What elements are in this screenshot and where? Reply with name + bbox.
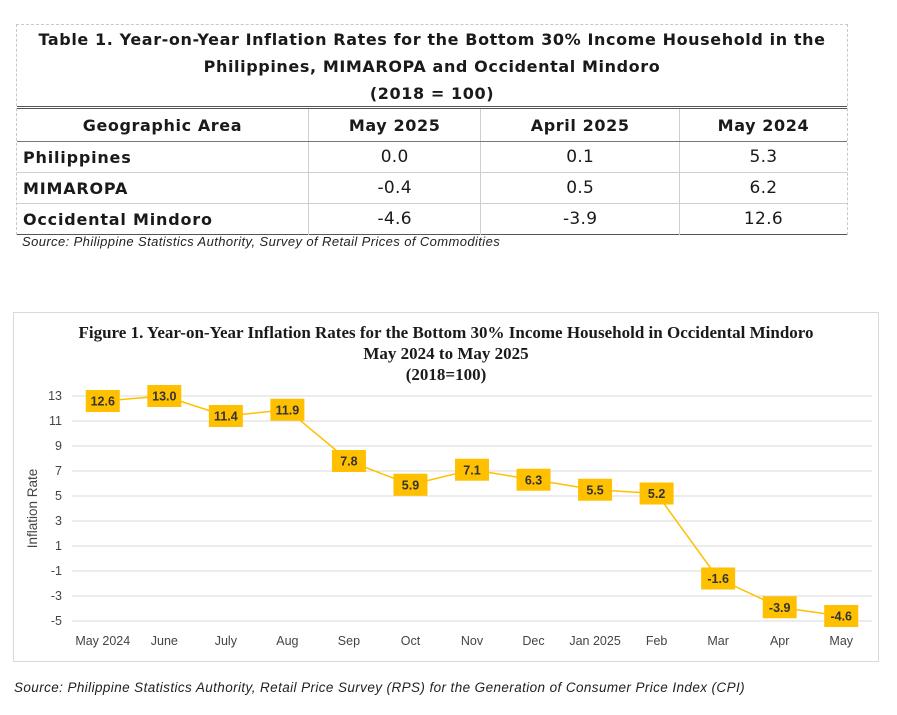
data-label-box (85, 390, 120, 412)
data-label-box (393, 473, 428, 496)
data-label: 7.8 (340, 455, 357, 469)
table-row: Philippines 0.0 0.1 5.3 (17, 141, 847, 173)
x-tick-label: Nov (461, 634, 484, 648)
data-label: 6.3 (525, 473, 542, 487)
cell-may-2025: -4.6 (308, 203, 482, 235)
data-label-box (824, 605, 859, 627)
chart-subtitle-base-year: (2018=100) (405, 365, 487, 384)
data-label-box (578, 478, 613, 501)
data-label-box (147, 385, 182, 407)
cell-may-2024: 6.2 (679, 172, 847, 204)
data-label: 5.5 (586, 483, 603, 497)
cell-may-2025: 0.0 (308, 141, 482, 173)
data-label: 5.9 (402, 478, 419, 492)
cell-april-2025: 0.5 (480, 172, 680, 204)
data-label: -1.6 (707, 572, 729, 586)
cell-may-2025: -0.4 (308, 172, 482, 204)
inflation-table: Geographic Area May 2025 April 2025 May … (17, 106, 847, 235)
cell-may-2024: 12.6 (743, 209, 783, 229)
y-axis-title: Inflation Rate (25, 469, 40, 549)
chart-title: Figure 1. Year-on-Year Inflation Rates f… (78, 323, 814, 342)
header-may-2024: May 2024 (679, 107, 847, 142)
data-label: -4.6 (830, 610, 852, 624)
y-tick-label: -3 (51, 589, 62, 603)
data-label-box (208, 405, 243, 427)
data-label-box (701, 567, 736, 590)
cell-april-2025: 0.1 (480, 141, 680, 173)
y-tick-label: 9 (55, 439, 62, 453)
header-may-2025: May 2025 (308, 107, 482, 142)
x-tick-label: Aug (276, 634, 298, 648)
inflation-line-chart: Figure 1. Year-on-Year Inflation Rates f… (13, 312, 879, 662)
x-tick-label: Oct (401, 634, 421, 648)
data-label: 11.4 (214, 410, 238, 424)
x-tick-label: May 2024 (75, 634, 130, 648)
y-tick-label: 1 (55, 539, 62, 553)
y-tick-label: 5 (55, 489, 62, 503)
y-tick-label: 13 (48, 389, 62, 403)
y-tick-label: 7 (55, 464, 62, 478)
row-area: Philippines (17, 141, 309, 173)
x-tick-label: Feb (646, 634, 668, 648)
cell-april-2025: -3.9 (480, 203, 680, 235)
table-title-line2: Philippines, MIMAROPA and Occidental Min… (203, 57, 661, 76)
x-tick-label: June (151, 634, 178, 648)
x-tick-label: Jan 2025 (569, 634, 620, 648)
data-label: -3.9 (769, 601, 791, 615)
x-tick-label: July (215, 634, 238, 648)
y-tick-label: 11 (49, 414, 62, 428)
x-tick-label: Mar (707, 634, 729, 648)
table-row: Occidental Mindoro -4.6 -3.9 12.6 (17, 203, 847, 235)
table-title-line1: Table 1. Year-on-Year Inflation Rates fo… (38, 30, 826, 49)
data-label: 11.9 (276, 403, 300, 417)
y-tick-label: -5 (51, 614, 62, 628)
x-tick-label: Apr (770, 634, 789, 648)
data-label-box (762, 596, 797, 619)
table-header-row: Geographic Area May 2025 April 2025 May … (17, 107, 847, 142)
x-tick-label: Dec (522, 634, 544, 648)
row-area: MIMAROPA (17, 172, 309, 204)
chart-plot-area: 13 11 9 7 5 3 1 -1 -3 -5 May 2024 June July Aug Sep Oct… (25, 385, 872, 648)
inflation-table-panel: Table 1. Year-on-Year Inflation Rates fo… (16, 24, 848, 235)
data-label: 5.2 (648, 487, 665, 501)
y-tick-label: -1 (51, 564, 62, 578)
chart-source-note: Source: Philippine Statistics Authority,… (14, 680, 746, 695)
table-source-note: Source: Philippine Statistics Authority,… (22, 234, 501, 249)
row-area: Occidental Mindoro (17, 203, 309, 235)
table-row: MIMAROPA -0.4 0.5 6.2 (17, 172, 847, 204)
data-label: 12.6 (91, 395, 115, 409)
data-label-box (331, 450, 366, 472)
data-label-box (516, 468, 551, 491)
header-april-2025: April 2025 (480, 107, 680, 142)
y-tick-label: 3 (55, 514, 62, 528)
table-title-line3: (2018 = 100) (369, 84, 495, 103)
data-label: 7.1 (463, 463, 480, 477)
data-label: 13.0 (152, 390, 176, 404)
x-tick-label: May (829, 634, 853, 648)
data-label-box (455, 458, 489, 481)
x-tick-label: Sep (338, 634, 360, 648)
data-label-box (639, 482, 674, 505)
header-geographic-area: Geographic Area (17, 107, 309, 142)
cell-may-2024: 5.3 (679, 141, 847, 173)
chart-subtitle: May 2024 to May 2025 (363, 344, 529, 363)
data-label-box (270, 398, 305, 421)
